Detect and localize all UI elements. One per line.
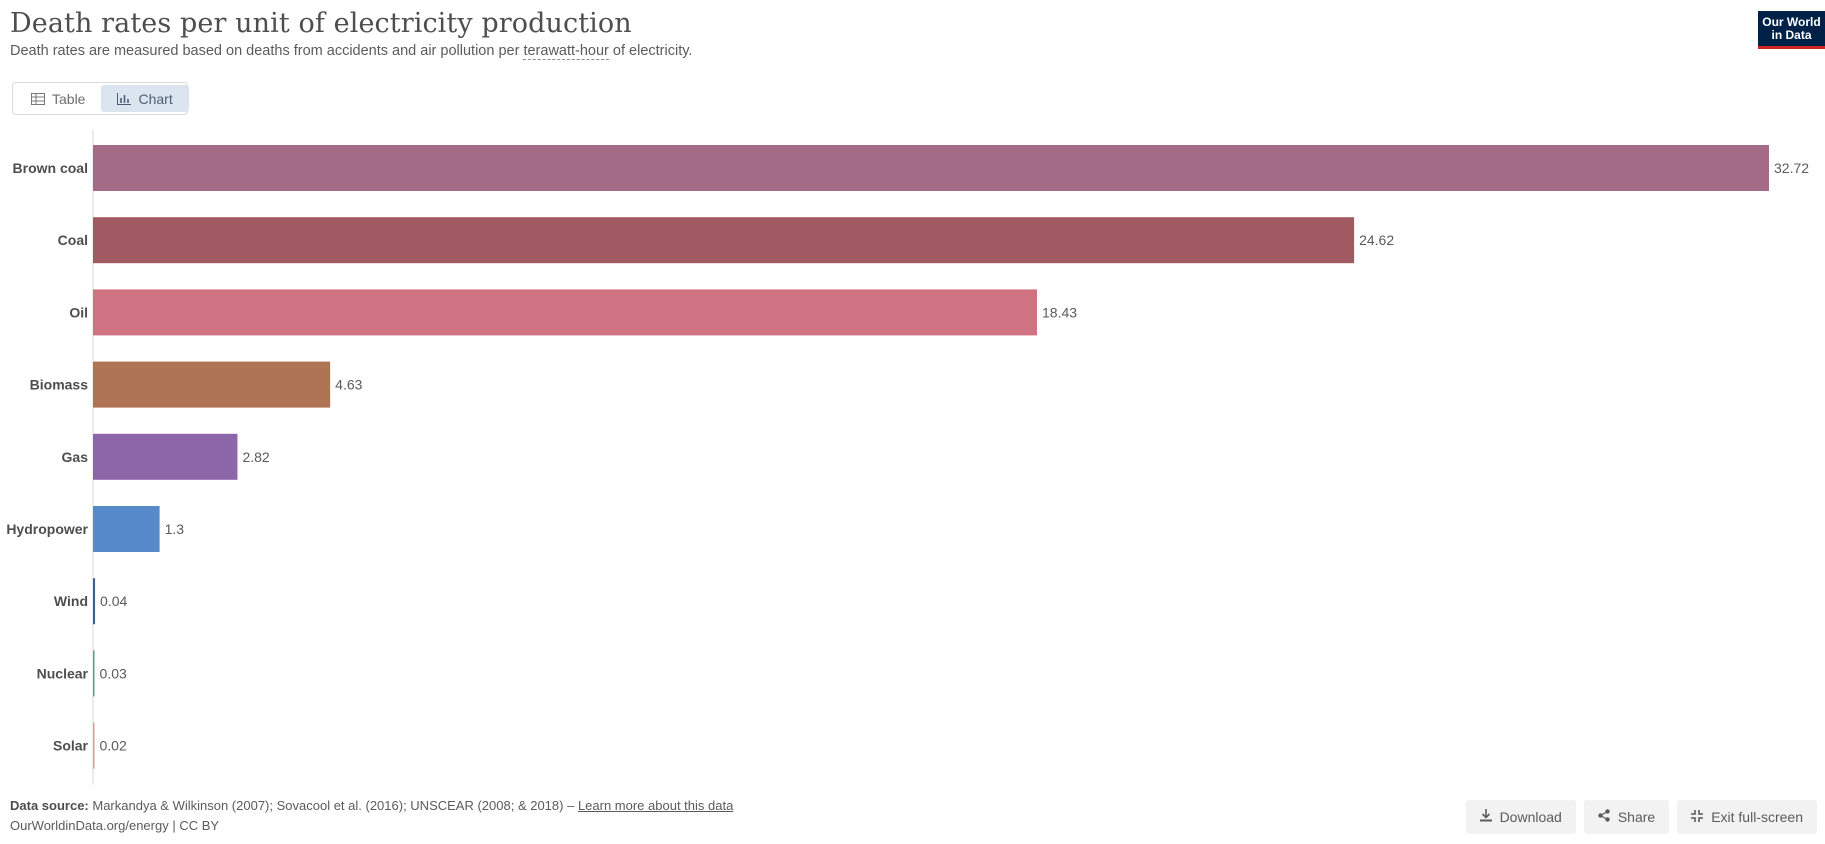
category-label-biomass: Biomass bbox=[30, 377, 89, 393]
value-label-oil: 18.43 bbox=[1042, 304, 1077, 320]
owid-logo[interactable]: Our World in Data bbox=[1758, 11, 1825, 49]
value-label-hydropower: 1.3 bbox=[165, 521, 185, 537]
category-label-nuclear: Nuclear bbox=[37, 665, 89, 681]
value-label-nuclear: 0.03 bbox=[100, 665, 127, 681]
bar-hydropower[interactable] bbox=[93, 506, 160, 552]
exit-fullscreen-label: Exit full-screen bbox=[1711, 809, 1803, 825]
subtitle-text: Death rates are measured based on deaths… bbox=[10, 43, 524, 59]
subtitle-text-end: of electricity. bbox=[608, 43, 693, 59]
terawatt-hour-term[interactable]: terawatt-hour bbox=[523, 43, 609, 60]
learn-more-link[interactable]: Learn more about this data bbox=[577, 798, 734, 813]
bars-group: Brown coal 32.72 Coal 24.62 Oil 18.43 Biomass 4… bbox=[6, 145, 1809, 769]
category-label-coal: Coal bbox=[58, 232, 88, 248]
category-label-hydropower: Hydropower bbox=[6, 521, 88, 537]
category-label-gas: Gas bbox=[62, 449, 89, 465]
source-text: Markandya & Wilkinson (2007); Sovacool e… bbox=[88, 798, 578, 813]
bar-wind[interactable] bbox=[93, 578, 96, 625]
bar-biomass[interactable] bbox=[93, 361, 331, 408]
logo-line-2: in Data bbox=[1771, 28, 1812, 42]
chart-subtitle: Death rates are measured based on deaths… bbox=[10, 43, 693, 60]
value-label-biomass: 4.63 bbox=[335, 377, 362, 393]
share-label: Share bbox=[1617, 809, 1656, 825]
source-label: Data source: bbox=[10, 798, 89, 813]
view-tabs: Table Chart bbox=[12, 82, 189, 115]
logo-line-1: Our World bbox=[1762, 15, 1821, 29]
tab-chart[interactable]: Chart bbox=[101, 85, 189, 112]
download-label: Download bbox=[1499, 809, 1562, 825]
bar-chart: Brown coal 32.72 Coal 24.62 Oil 18.43 Biomass 4… bbox=[6, 130, 1809, 785]
download-button[interactable]: Download bbox=[1465, 800, 1576, 834]
bar-coal[interactable] bbox=[93, 217, 1355, 264]
value-label-gas: 2.82 bbox=[242, 449, 269, 465]
category-label-brown-coal: Brown coal bbox=[13, 160, 88, 176]
table-icon bbox=[31, 92, 45, 105]
exit-fullscreen-icon bbox=[1691, 809, 1704, 825]
value-label-brown-coal: 32.72 bbox=[1774, 160, 1809, 176]
value-label-wind: 0.04 bbox=[100, 593, 127, 609]
data-source: Data source: Markandya & Wilkinson (2007… bbox=[10, 798, 733, 813]
license-text[interactable]: OurWorldinData.org/energy | CC BY bbox=[10, 818, 220, 833]
chart-icon bbox=[117, 92, 132, 105]
bar-brown-coal[interactable] bbox=[93, 145, 1769, 191]
bar-gas[interactable] bbox=[93, 433, 238, 480]
category-label-wind: Wind bbox=[54, 593, 88, 609]
bar-oil[interactable] bbox=[93, 289, 1038, 336]
value-label-solar: 0.02 bbox=[100, 738, 127, 754]
tab-chart-label: Chart bbox=[138, 90, 173, 107]
bar-nuclear[interactable] bbox=[93, 650, 95, 697]
share-button[interactable]: Share bbox=[1583, 800, 1670, 834]
chart-title: Death rates per unit of electricity prod… bbox=[10, 8, 632, 39]
bar-solar[interactable] bbox=[93, 722, 95, 769]
share-icon bbox=[1598, 809, 1610, 825]
download-icon bbox=[1479, 809, 1492, 825]
value-label-coal: 24.62 bbox=[1359, 232, 1394, 248]
category-label-solar: Solar bbox=[53, 738, 89, 754]
tab-table-label: Table bbox=[52, 90, 86, 107]
category-label-oil: Oil bbox=[69, 304, 88, 320]
action-buttons: Download Share Exit full-screen bbox=[1465, 800, 1817, 834]
tab-table[interactable]: Table bbox=[15, 85, 101, 112]
exit-fullscreen-button[interactable]: Exit full-screen bbox=[1677, 800, 1817, 834]
